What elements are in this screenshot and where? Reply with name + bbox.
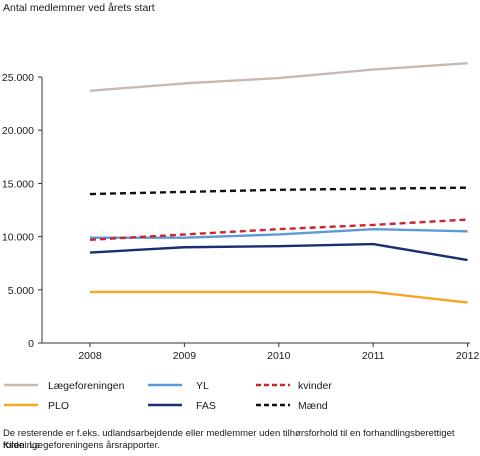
y-tick-label: 20.000 — [2, 125, 34, 137]
y-tick-label: 10.000 — [2, 232, 34, 244]
series-line-mænd — [89, 186, 468, 196]
legend-label-mænd: Mænd — [298, 400, 328, 412]
line-chart: 0 5.000 10.000 15.000 20.000 25.000 2008 2009 20… — [2, 61, 480, 412]
series-line-fas — [89, 242, 468, 262]
series-lines — [89, 61, 468, 304]
legend-label-yl: YL — [196, 380, 209, 392]
series-line-plo — [90, 290, 468, 304]
legend-label-kvinder: kvinder — [298, 380, 332, 392]
series-line-yl — [90, 227, 468, 239]
y-tick-label: 5.000 — [8, 285, 34, 297]
series-line-kvinder — [89, 218, 468, 241]
y-tick-label: 0 — [28, 338, 34, 350]
x-tick-label: 2011 — [362, 350, 385, 362]
series-line-lægeforeningen — [89, 61, 468, 93]
y-tick-label: 15.000 — [2, 178, 34, 190]
x-tick-label: 2010 — [267, 350, 291, 362]
x-tick-label: 2009 — [173, 350, 197, 362]
x-tick-label: 2012 — [456, 350, 480, 362]
axes: 0 5.000 10.000 15.000 20.000 25.000 2008 2009 20… — [2, 72, 480, 362]
legend-label-plo: PLO — [48, 400, 69, 412]
y-tick-label: 25.000 — [2, 72, 34, 84]
footnote-source: Kilde: Lægeforeningens årsrapporter. — [3, 440, 160, 451]
x-tick-label: 2008 — [78, 350, 102, 362]
footnote-note: De resterende er f.eks. udlandsarbejdend… — [3, 428, 455, 451]
y-axis-title: Antal medlemmer ved årets start — [3, 2, 155, 14]
legend: Lægeforeningen YL kvinder PLO FAS Mænd — [4, 380, 332, 412]
legend-label-lægeforeningen: Lægeforeningen — [48, 380, 125, 392]
legend-label-fas: FAS — [196, 400, 216, 412]
